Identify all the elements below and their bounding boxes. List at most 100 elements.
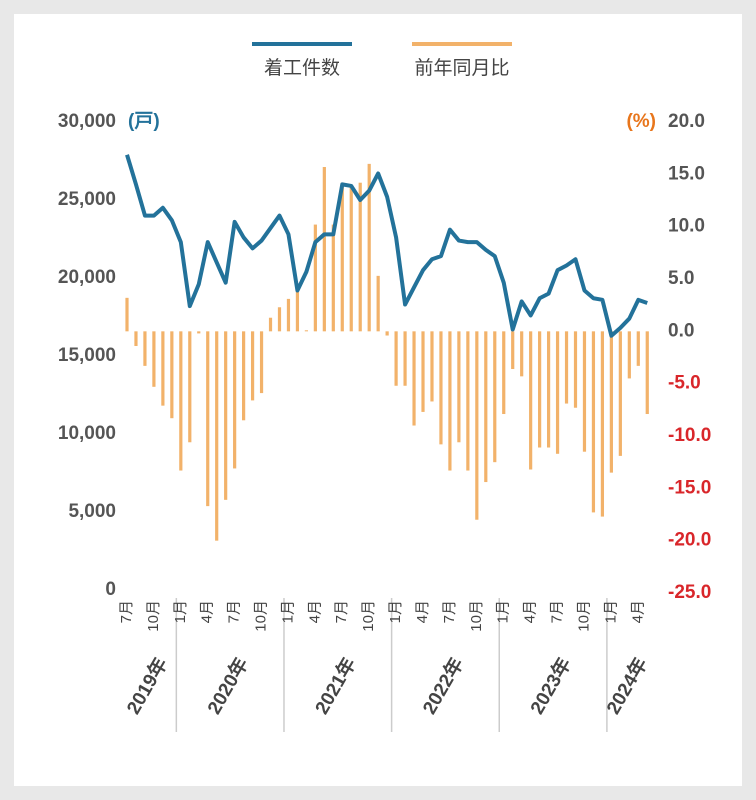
legend-label: 前年同月比 xyxy=(414,57,509,79)
bar xyxy=(529,331,533,470)
bar xyxy=(439,331,443,445)
bar xyxy=(161,331,165,406)
x-tick-label: 4月 xyxy=(199,600,216,623)
bar xyxy=(340,182,344,332)
bar xyxy=(125,297,129,332)
bar xyxy=(170,331,174,419)
bar xyxy=(564,331,569,404)
y2-tick-label: 0.0 xyxy=(668,320,694,341)
legend-label: 着工件数 xyxy=(264,57,340,79)
y-axis-label: (戸) xyxy=(128,111,160,132)
bar xyxy=(511,331,515,370)
bar xyxy=(152,331,156,387)
bar xyxy=(295,288,300,332)
bar xyxy=(394,331,398,386)
y2-axis-label: (%) xyxy=(626,111,656,132)
y2-tick-label: -10.0 xyxy=(668,425,711,446)
bar xyxy=(484,331,488,483)
bar xyxy=(268,317,273,332)
x-tick-label: 10月 xyxy=(360,600,377,632)
bar xyxy=(591,331,596,513)
x-tick-label: 4月 xyxy=(306,600,323,623)
x-tick-label: 7月 xyxy=(441,600,458,623)
bar xyxy=(250,331,255,401)
bar xyxy=(627,331,631,379)
y-tick-label: 15,000 xyxy=(58,345,116,366)
bar xyxy=(645,331,649,415)
x-tick-label: 10月 xyxy=(468,600,485,632)
y-tick-label: 30,000 xyxy=(58,111,116,132)
bar xyxy=(555,331,560,454)
y2-tick-label: -20.0 xyxy=(668,530,711,551)
bar xyxy=(179,331,183,471)
bar xyxy=(376,275,380,332)
bar xyxy=(618,331,622,456)
bar xyxy=(421,331,425,412)
x-tick-label: 10月 xyxy=(575,600,592,632)
bar xyxy=(259,331,264,394)
bar xyxy=(600,331,605,517)
bar xyxy=(502,331,506,415)
bar xyxy=(304,330,308,332)
bar xyxy=(215,331,219,541)
bar xyxy=(520,331,524,377)
y-tick-label: 10,000 xyxy=(58,423,116,444)
y-tick-label: 0 xyxy=(105,579,116,600)
bar xyxy=(573,331,578,408)
bar xyxy=(242,331,246,421)
bar xyxy=(322,167,326,332)
bar xyxy=(367,163,371,332)
bar xyxy=(286,298,291,332)
bar xyxy=(475,331,479,520)
y2-tick-label: 20.0 xyxy=(668,111,705,132)
bar xyxy=(538,331,542,448)
bar xyxy=(358,182,362,332)
y2-tick-label: -25.0 xyxy=(668,582,711,603)
y2-tick-label: 10.0 xyxy=(668,216,705,237)
x-tick-label: 7月 xyxy=(226,600,243,623)
y2-tick-label: -15.0 xyxy=(668,477,711,498)
bar xyxy=(403,331,407,386)
bar xyxy=(636,331,640,366)
bar xyxy=(457,331,461,443)
bar xyxy=(466,331,470,471)
bar xyxy=(609,331,613,473)
x-tick-label: 7月 xyxy=(549,600,566,623)
bar xyxy=(493,331,497,463)
x-tick-label: 1月 xyxy=(387,600,404,623)
y-tick-label: 5,000 xyxy=(68,501,116,522)
y-tick-label: 20,000 xyxy=(58,267,116,288)
y2-tick-label: 5.0 xyxy=(668,268,694,289)
y-tick-label: 25,000 xyxy=(58,189,116,210)
bar xyxy=(233,331,237,469)
x-tick-label: 1月 xyxy=(172,600,189,623)
bar xyxy=(277,307,282,332)
bar xyxy=(143,331,147,366)
bar xyxy=(188,331,192,443)
bar xyxy=(385,331,389,336)
x-tick-label: 4月 xyxy=(414,600,431,623)
y2-tick-label: -5.0 xyxy=(668,373,701,394)
bar xyxy=(430,331,434,402)
bar xyxy=(313,224,317,332)
bar xyxy=(582,331,587,452)
x-tick-label: 1月 xyxy=(602,600,619,623)
bar xyxy=(134,331,138,346)
x-tick-label: 10月 xyxy=(145,600,162,632)
bar xyxy=(224,331,228,500)
bar xyxy=(412,331,416,426)
y2-tick-label: 15.0 xyxy=(668,163,705,184)
x-tick-label: 7月 xyxy=(118,600,135,623)
bar xyxy=(546,331,551,448)
bar xyxy=(349,185,353,332)
bar xyxy=(331,224,335,332)
x-tick-label: 1月 xyxy=(495,600,512,623)
bar xyxy=(197,331,201,334)
x-tick-label: 1月 xyxy=(279,600,296,623)
x-tick-label: 4月 xyxy=(629,600,646,623)
x-tick-label: 7月 xyxy=(333,600,350,623)
x-tick-label: 4月 xyxy=(522,600,539,623)
x-tick-label: 10月 xyxy=(253,600,270,632)
